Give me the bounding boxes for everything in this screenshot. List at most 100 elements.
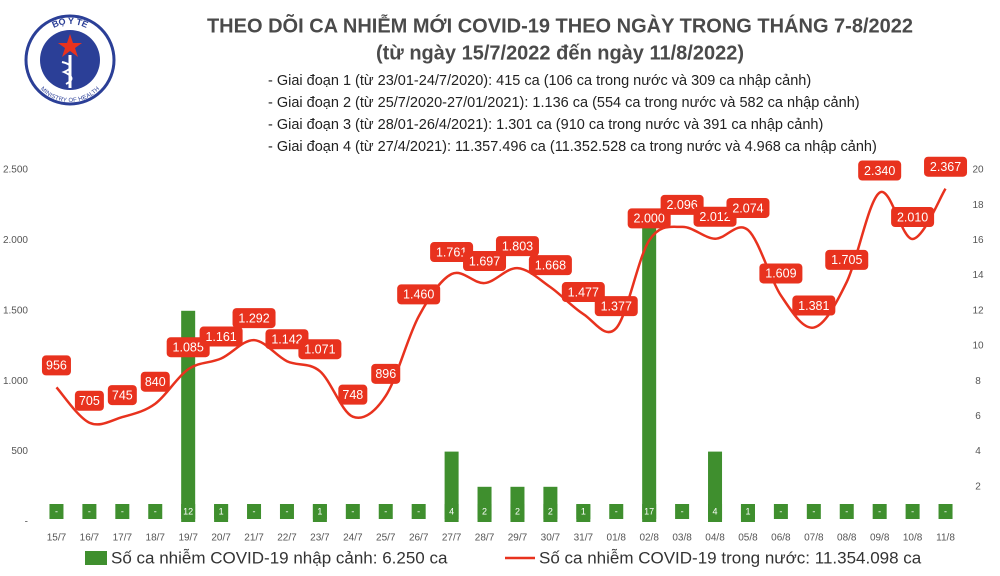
value-label: 1.071 xyxy=(304,343,335,357)
value-label: 1.609 xyxy=(765,267,796,281)
x-tick-label: 10/8 xyxy=(903,533,923,544)
value-label: 1.085 xyxy=(173,341,204,355)
bar-label-box xyxy=(806,504,821,519)
value-label: 2.367 xyxy=(930,160,961,174)
y-tick-label: 2.500 xyxy=(3,165,28,176)
value-label-box xyxy=(891,206,935,227)
value-label: 2.096 xyxy=(666,198,697,212)
value-label-box xyxy=(693,206,737,227)
legend-swatch xyxy=(85,551,107,565)
chart-subtitle: (từ ngày 15/7/2022 đến ngày 11/8/2022) xyxy=(376,42,744,64)
y2-tick-label: 6 xyxy=(975,411,981,422)
bar-label: 1 xyxy=(219,506,224,516)
value-label: 2.000 xyxy=(634,212,665,226)
value-label-box xyxy=(199,326,243,347)
bar-label: 1 xyxy=(581,506,586,516)
legend-label: Số ca nhiễm COVID-19 nhập cảnh: 6.250 ca xyxy=(111,548,448,567)
x-tick-label: 01/8 xyxy=(607,533,627,544)
note: - Giai đoạn 4 (từ 27/4/2021): 11.357.496… xyxy=(268,139,877,155)
bar-label: - xyxy=(121,506,124,516)
x-tick-label: 29/7 xyxy=(508,533,528,544)
value-label-box xyxy=(298,339,342,360)
bar-label: - xyxy=(911,506,914,516)
value-label: 1.460 xyxy=(403,288,434,302)
x-tick-label: 26/7 xyxy=(409,533,429,544)
x-tick-label: 15/7 xyxy=(47,533,67,544)
value-label: 1.697 xyxy=(469,254,500,268)
value-label-box xyxy=(561,282,605,303)
bar-label: - xyxy=(154,506,157,516)
x-tick-label: 11/8 xyxy=(936,533,955,544)
x-tick-label: 16/7 xyxy=(80,533,100,544)
bar-label-box xyxy=(609,504,624,519)
bar-label-box xyxy=(378,504,393,519)
value-label: 2.074 xyxy=(732,201,763,215)
value-label-box xyxy=(495,236,539,257)
logo: BỘ Y TẾ MINISTRY OF HEALTH xyxy=(24,14,116,106)
bar-label-box xyxy=(82,504,97,519)
value-label: 1.142 xyxy=(271,333,302,347)
value-label: 1.803 xyxy=(502,239,533,253)
y2-tick-label: 18 xyxy=(972,200,984,211)
bar-label: - xyxy=(285,506,288,516)
x-tick-label: 17/7 xyxy=(113,533,133,544)
bar-label: 4 xyxy=(713,506,718,516)
value-label-box xyxy=(107,385,137,406)
legend-label: Số ca nhiễm COVID-19 trong nước: 11.354.… xyxy=(539,548,922,567)
value-label: 1.761 xyxy=(436,245,467,259)
bar-label-box xyxy=(872,504,887,519)
value-label-box xyxy=(338,384,368,405)
value-label: 705 xyxy=(79,394,100,408)
x-tick-label: 06/8 xyxy=(771,533,791,544)
bar-label: - xyxy=(417,506,420,516)
x-tick-label: 28/7 xyxy=(475,533,495,544)
bar-label-box xyxy=(312,504,327,519)
y2-tick-label: 14 xyxy=(972,270,984,281)
y-tick-label: 2.000 xyxy=(3,235,28,246)
y2-tick-label: 12 xyxy=(972,305,984,316)
x-tick-label: 18/7 xyxy=(146,533,166,544)
bar-label-box xyxy=(642,504,657,519)
bar-label: - xyxy=(88,506,91,516)
bar xyxy=(181,310,196,522)
value-label: 745 xyxy=(112,388,133,402)
bar-label: - xyxy=(812,506,815,516)
value-label-box xyxy=(140,371,170,392)
y2-tick-label: 2 xyxy=(975,481,981,492)
value-label: 748 xyxy=(342,388,363,402)
value-label: 956 xyxy=(46,359,67,373)
bar-label: - xyxy=(615,506,618,516)
bar-label-box xyxy=(181,504,196,519)
value-label: 2.012 xyxy=(699,210,730,224)
y2-tick-label: 10 xyxy=(972,341,984,352)
bar-label: - xyxy=(253,506,256,516)
bar-label-box xyxy=(115,504,130,519)
bar-label-box xyxy=(345,504,360,519)
value-label-box xyxy=(924,156,968,177)
y-tick-label: 1.500 xyxy=(3,305,28,316)
value-label: 896 xyxy=(375,367,396,381)
x-tick-label: 24/7 xyxy=(343,533,363,544)
value-label-box xyxy=(74,390,104,411)
note: - Giai đoạn 1 (từ 23/01-24/7/2020): 415 … xyxy=(268,73,811,89)
value-label-box xyxy=(825,249,869,270)
x-tick-label: 09/8 xyxy=(870,533,890,544)
x-tick-label: 19/7 xyxy=(178,533,198,544)
bar-label-box xyxy=(773,504,788,519)
bar-label: 1 xyxy=(745,506,750,516)
x-tick-label: 05/8 xyxy=(738,533,758,544)
value-label: 1.668 xyxy=(535,258,566,272)
y2-tick-label: 20 xyxy=(972,165,984,176)
x-tick-label: 30/7 xyxy=(541,533,561,544)
bar-label-box xyxy=(444,504,459,519)
bar-label: - xyxy=(681,506,684,516)
x-tick-label: 03/8 xyxy=(672,533,692,544)
bar-label-box xyxy=(49,504,64,519)
value-label-box xyxy=(660,194,704,215)
bar-label-box xyxy=(411,504,426,519)
value-label: 1.292 xyxy=(238,311,269,325)
x-tick-label: 21/7 xyxy=(244,533,264,544)
value-label-box xyxy=(463,251,507,272)
bar-label: 4 xyxy=(449,506,454,516)
bar-label: 2 xyxy=(515,506,520,516)
